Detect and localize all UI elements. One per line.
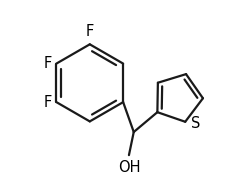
Text: F: F	[86, 24, 94, 39]
Text: F: F	[43, 56, 52, 71]
Text: S: S	[191, 116, 200, 131]
Text: F: F	[43, 95, 52, 110]
Text: OH: OH	[118, 160, 140, 175]
